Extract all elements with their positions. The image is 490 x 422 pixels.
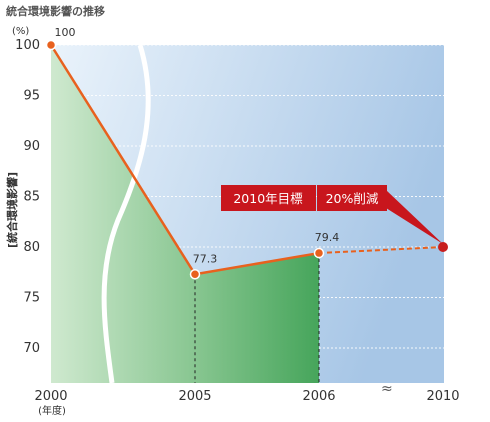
y-tick-label: 75 [23,291,40,306]
y-tick-label: 100 [15,38,40,53]
data-point [45,39,57,51]
data-label: 77.3 [193,252,218,265]
data-point [313,247,325,259]
x-unit: (年度) [38,404,66,417]
area-fill [51,45,319,383]
y-tick-label: 85 [23,190,40,205]
target-callout: 2010年目標 20%削減 [221,185,443,244]
callout-box-year [221,185,316,211]
y-unit: (%) [12,26,29,37]
data-point [438,242,448,252]
y-tick-label: 80 [23,240,40,255]
axis-break-mark: ≈ [381,381,393,397]
callout-pointer [386,190,443,244]
data-point [189,269,201,280]
callout-reduction-label: 20%削減 [326,191,379,206]
y-tick-labels: 70 75 80 85 90 95 100 [15,38,40,356]
target-line [318,246,444,255]
drop-lines [194,253,320,383]
data-points [45,39,448,280]
axis-break-wave [101,44,151,384]
x-tick-label: 2005 [178,389,211,404]
callout-year-label: 2010年目標 [233,191,303,206]
x-tick-label: 2000 [34,389,67,404]
callout-box-reduction [317,185,387,211]
x-tick-label: 2010 [426,389,459,404]
y-tick-label: 95 [23,89,40,104]
y-axis-label: [統合環境影響] [5,172,19,248]
data-labels: 100 77.3 79.4 [55,26,340,265]
y-tick-label: 70 [23,341,40,356]
data-label: 79.4 [315,231,340,244]
x-tick-label: 2006 [302,389,335,404]
chart-title: 統合環境影響の推移 [6,4,105,18]
y-tick-label: 90 [23,139,40,154]
x-tick-labels: 2000 2005 2006 2010 [34,389,459,404]
data-label: 100 [55,26,76,39]
